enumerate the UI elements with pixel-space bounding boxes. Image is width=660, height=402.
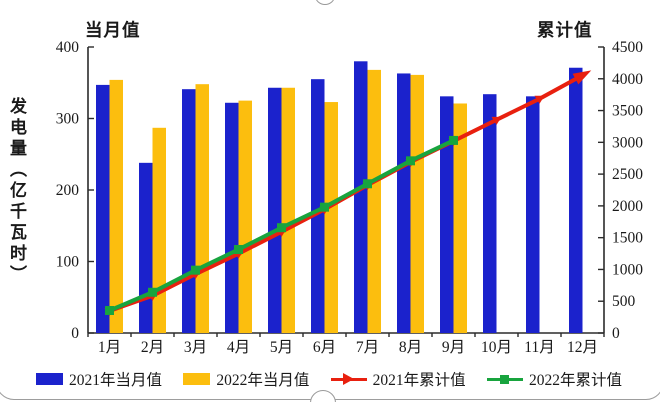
- bar-2021年当月值-9月: [440, 96, 454, 334]
- right-axis-tick-label: 3000: [612, 134, 643, 151]
- right-axis-tick-label: 0: [612, 325, 620, 342]
- bar-2021年当月值-5月: [268, 87, 282, 333]
- bar-2022年当月值-8月: [410, 74, 424, 333]
- legend-item-2021-cumulative: 2021年累计值: [330, 368, 466, 390]
- bar-2022年当月值-2月: [152, 127, 166, 333]
- left-axis-tick-label: 400: [56, 39, 80, 56]
- bar-2021年当月值-2月: [139, 162, 153, 333]
- legend-swatch-2022-monthly: [183, 373, 211, 385]
- right-axis-tick-label: 4500: [612, 39, 643, 56]
- legend-item-2021-monthly: 2021年当月值: [36, 368, 162, 390]
- x-axis-month-label: 1月: [98, 339, 121, 356]
- x-axis-month-label: 2月: [141, 339, 164, 356]
- right-axis-tick-label: 2000: [612, 198, 643, 215]
- arrow-head-2021年累计值: [572, 70, 592, 85]
- generation-combo-chart: 0100200300400050010001500200025003000350…: [56, 39, 644, 356]
- left-axis-tick-label: 100: [56, 254, 80, 271]
- x-axis-month-label: 10月: [481, 339, 512, 356]
- legend-swatch-2022-cumulative: [486, 373, 523, 385]
- bar-2022年当月值-6月: [324, 102, 338, 334]
- bar-2021年当月值-10月: [483, 94, 497, 333]
- legend-swatch-2021-monthly: [36, 373, 63, 385]
- left-axis-tick-label: 0: [71, 325, 79, 342]
- x-axis-month-label: 4月: [227, 339, 250, 356]
- bar-2021年当月值-3月: [182, 89, 196, 333]
- right-axis-tick-label: 3500: [612, 103, 643, 120]
- bar-2022年当月值-4月: [238, 100, 252, 333]
- legend-item-2022-cumulative: 2022年累计值: [486, 368, 622, 390]
- right-axis-header: 累计值: [537, 20, 593, 40]
- marker-2022年累计值-4: [234, 244, 243, 254]
- bar-2022年当月值-3月: [195, 84, 209, 334]
- bar-2021年当月值-1月: [96, 84, 110, 334]
- x-axis-month-label: 11月: [524, 339, 554, 356]
- x-axis-month-label: 8月: [399, 339, 422, 356]
- legend-label: 2021年当月值: [69, 372, 163, 389]
- marker-2022年累计值-9: [449, 135, 458, 145]
- x-axis-month-label: 7月: [356, 339, 379, 356]
- marker-2021年累计值-10: [491, 116, 502, 125]
- legend-item-2022-monthly: 2022年当月值: [183, 368, 309, 390]
- legend-swatch-2021-cumulative: [330, 373, 367, 385]
- marker-2022年累计值-5: [277, 223, 286, 233]
- marker-2022年累计值-8: [406, 156, 415, 166]
- marker-2022年累计值-2: [148, 287, 157, 297]
- bar-2021年当月值-8月: [397, 73, 411, 333]
- right-axis-tick-label: 2500: [612, 166, 643, 183]
- right-axis-tick-label: 1500: [612, 230, 643, 247]
- right-axis-tick-label: 1000: [612, 261, 643, 278]
- line-2021年累计值: [108, 73, 584, 313]
- legend-label: 2022年当月值: [216, 372, 310, 389]
- marker-2022年累计值-3: [191, 265, 200, 275]
- marker-2022年累计值-7: [363, 179, 372, 189]
- bar-2022年当月值-1月: [109, 79, 123, 333]
- bar-2021年当月值-7月: [354, 61, 368, 334]
- bar-2021年当月值-4月: [225, 102, 239, 334]
- bar-2022年当月值-9月: [453, 103, 467, 333]
- x-axis-month-label: 12月: [567, 339, 598, 356]
- x-axis-month-label: 9月: [442, 339, 465, 356]
- bar-2022年当月值-5月: [281, 87, 295, 333]
- x-axis-month-label: 3月: [184, 339, 207, 356]
- legend-label: 2022年累计值: [528, 372, 622, 389]
- bar-2022年当月值-7月: [367, 69, 381, 333]
- y-axis-title: 发电量（亿千瓦时）: [7, 97, 26, 286]
- left-axis-tick-label: 200: [56, 182, 80, 199]
- left-axis-header: 当月值: [85, 20, 141, 40]
- legend: 2021年当月值 2022年当月值 2021年累计值 2022年累计值: [36, 366, 622, 392]
- x-axis-month-label: 6月: [313, 339, 336, 356]
- marker-2022年累计值-1: [105, 306, 114, 316]
- bar-2021年当月值-12月: [569, 67, 583, 334]
- left-axis-tick-label: 300: [56, 111, 80, 128]
- right-axis-tick-label: 4000: [612, 71, 643, 88]
- bar-2021年当月值-6月: [311, 79, 325, 333]
- marker-2022年累计值-6: [320, 202, 329, 212]
- marker-2021年累计值-11: [534, 95, 545, 104]
- right-axis-tick-label: 500: [612, 293, 636, 310]
- legend-label: 2021年累计值: [372, 372, 466, 389]
- bar-2021年当月值-11月: [526, 96, 540, 334]
- x-axis-month-label: 5月: [270, 339, 293, 356]
